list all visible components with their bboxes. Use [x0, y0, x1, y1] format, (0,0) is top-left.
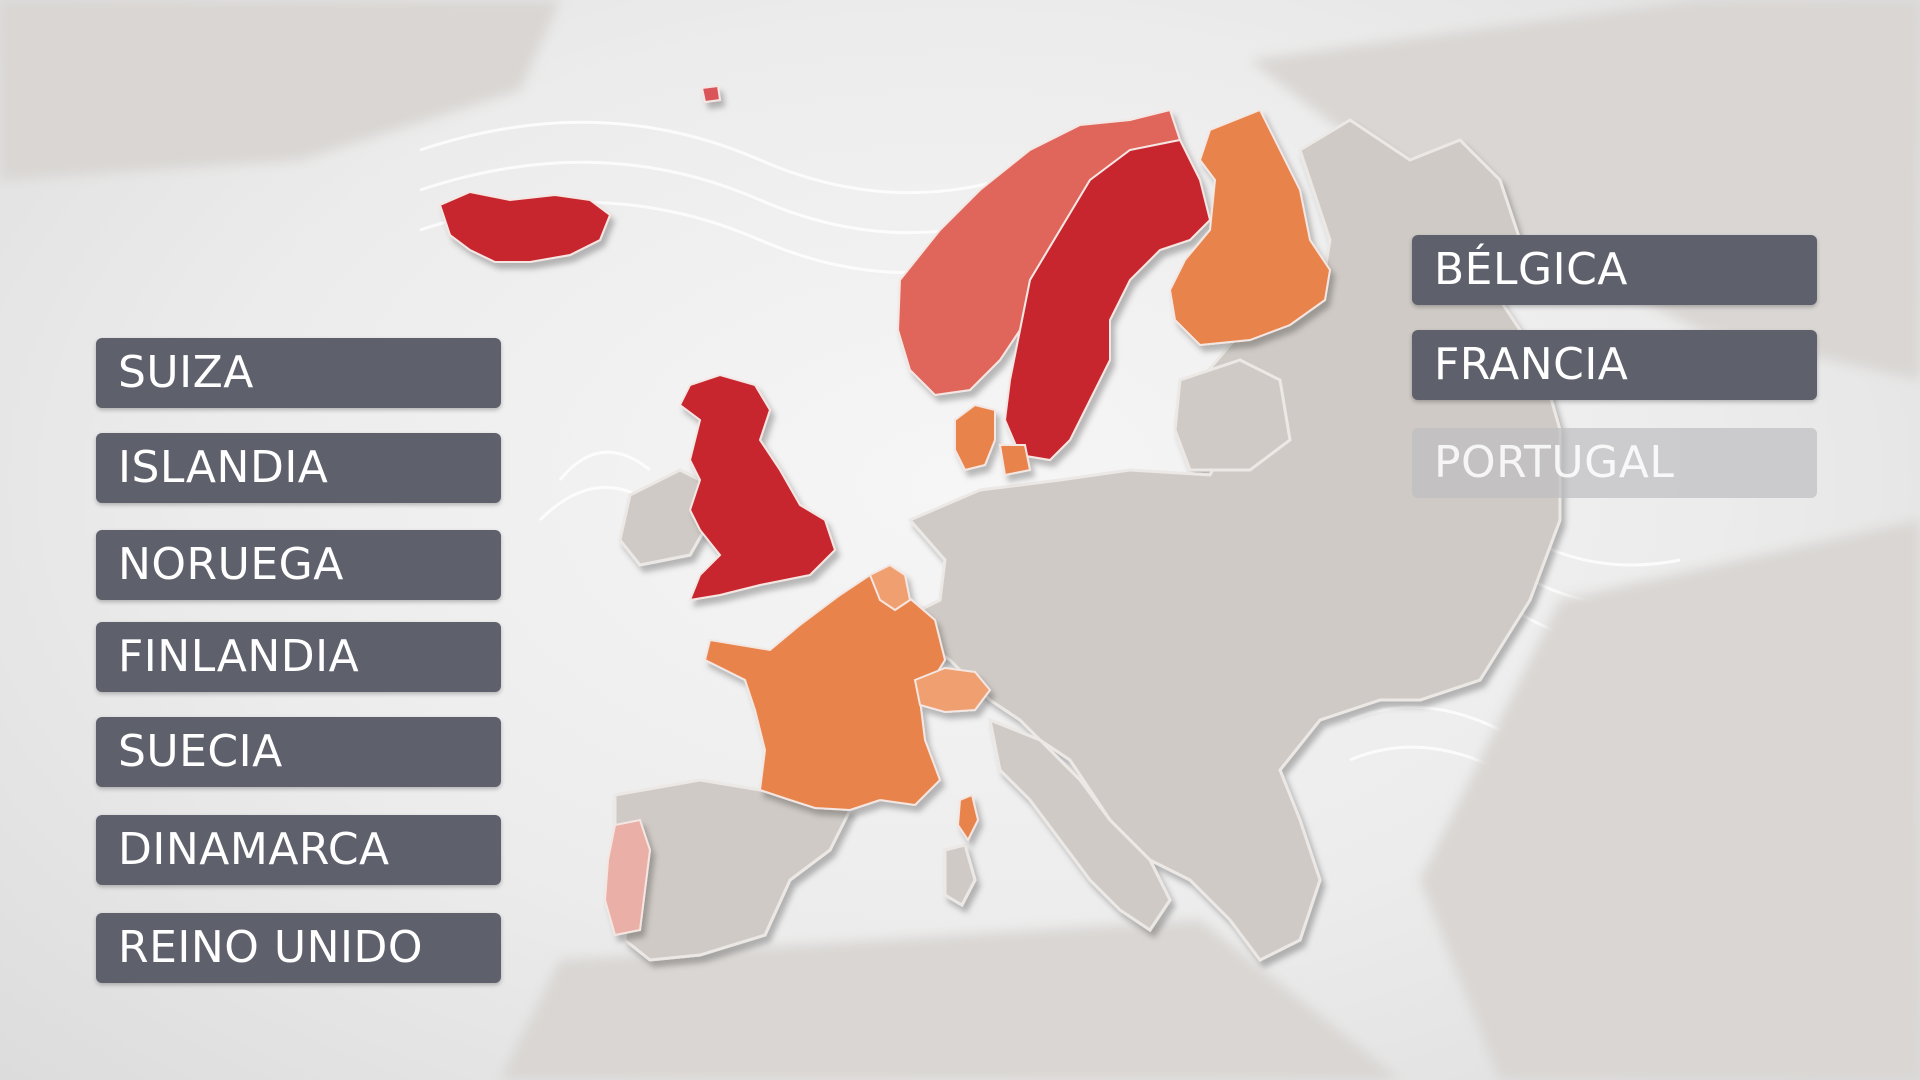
ireland — [618, 468, 712, 567]
denmark-islands — [998, 444, 1032, 477]
highlighted-countries — [438, 84, 1332, 937]
label-francia: FRANCIA — [1412, 330, 1817, 400]
label-noruega: NORUEGA — [96, 530, 501, 600]
france — [703, 573, 947, 812]
gray-countries — [613, 118, 1562, 962]
corsica — [956, 793, 980, 842]
faroe — [700, 84, 722, 104]
sardinia — [943, 843, 977, 908]
switzerland — [913, 666, 992, 714]
label-dinamarca: DINAMARCA — [96, 815, 501, 885]
baltic-states — [1173, 358, 1292, 472]
portugal — [603, 818, 652, 937]
denmark — [954, 403, 996, 472]
iceland — [438, 190, 612, 263]
italy — [987, 717, 1172, 933]
united-kingdom — [678, 373, 837, 602]
label-reino-unido: REINO UNIDO — [96, 913, 501, 983]
label-portugal: PORTUGAL — [1412, 428, 1817, 498]
label-belgica: BÉLGICA — [1412, 235, 1817, 305]
label-finlandia: FINLANDIA — [96, 622, 501, 692]
belgium — [868, 563, 912, 612]
label-islandia: ISLANDIA — [96, 433, 501, 503]
finland — [1168, 108, 1332, 347]
label-suecia: SUECIA — [96, 717, 501, 787]
label-suiza: SUIZA — [96, 338, 501, 408]
sweden — [1003, 138, 1212, 462]
